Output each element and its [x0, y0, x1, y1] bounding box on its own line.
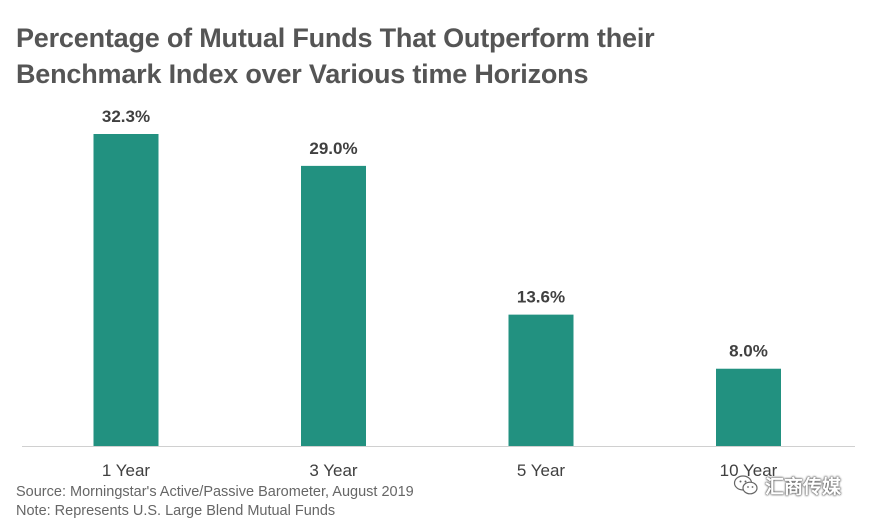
bar-3 [508, 314, 574, 446]
x-tick-label-4: 10 Year [720, 461, 778, 480]
data-label-1: 32.3% [102, 107, 150, 126]
data-label-2: 29.0% [309, 139, 357, 158]
footnote: Note: Represents U.S. Large Blend Mutual… [16, 503, 336, 519]
x-tick-label-3: 5 Year [517, 461, 566, 480]
bar-4 [716, 368, 781, 446]
chart-title: Percentage of Mutual Funds That Outperfo… [16, 20, 716, 92]
x-tick-label-1: 1 Year [102, 461, 151, 480]
data-label-3: 13.6% [517, 288, 565, 307]
bar-2 [301, 165, 366, 446]
x-tick-label-2: 3 Year [309, 461, 358, 480]
chart-title-line-2: Benchmark Index over Various time Horizo… [16, 59, 589, 89]
watermark: 汇商传媒 [733, 470, 841, 500]
chart-notes: Source: Morningstar's Active/Passive Bar… [16, 483, 414, 521]
chart-title-line-1: Percentage of Mutual Funds That Outperfo… [16, 23, 655, 53]
data-label-4: 8.0% [729, 342, 768, 361]
watermark-text: 汇商传媒 [765, 475, 842, 498]
bar-1 [93, 134, 159, 446]
source-note: Source: Morningstar's Active/Passive Bar… [16, 484, 414, 500]
wechat-icon [733, 475, 758, 495]
